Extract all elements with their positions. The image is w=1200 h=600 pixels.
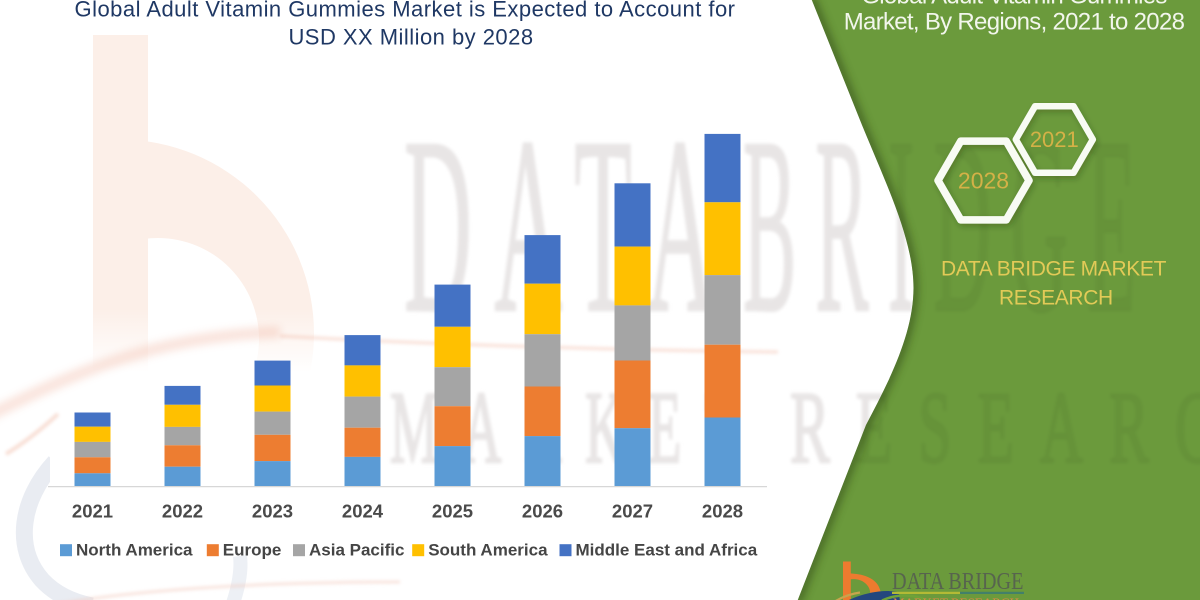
svg-text:North America: North America — [76, 541, 193, 560]
svg-text:MARKET RESEARCH: MARKET RESEARCH — [893, 595, 1019, 600]
svg-text:Market, By Regions, 2021 to 20: Market, By Regions, 2021 to 2028 — [844, 8, 1185, 35]
svg-text:2021: 2021 — [72, 501, 113, 522]
svg-text:2024: 2024 — [342, 501, 384, 522]
svg-text:USD XX Million by 2028: USD XX Million by 2028 — [288, 25, 533, 50]
svg-text:Global Adult Vitamin Gummies M: Global Adult Vitamin Gummies Market is E… — [75, 0, 736, 22]
svg-text:2027: 2027 — [612, 501, 653, 522]
svg-text:Global Adult Vitamin Gummies: Global Adult Vitamin Gummies — [861, 0, 1167, 9]
svg-text:2025: 2025 — [432, 501, 473, 522]
svg-text:Europe: Europe — [223, 541, 282, 560]
svg-text:2026: 2026 — [522, 501, 563, 522]
svg-text:South America: South America — [428, 541, 548, 560]
svg-text:DATA BRIDGE: DATA BRIDGE — [892, 569, 1024, 595]
svg-text:Asia Pacific: Asia Pacific — [309, 541, 404, 560]
svg-text:2021: 2021 — [1030, 127, 1079, 152]
svg-text:2028: 2028 — [702, 501, 743, 522]
svg-text:Middle East and Africa: Middle East and Africa — [576, 541, 758, 560]
svg-text:RESEARCH: RESEARCH — [999, 287, 1113, 310]
svg-text:DATA BRIDGE MARKET: DATA BRIDGE MARKET — [941, 257, 1167, 280]
svg-text:2022: 2022 — [162, 501, 203, 522]
svg-text:2023: 2023 — [252, 501, 293, 522]
svg-text:2028: 2028 — [958, 168, 1009, 194]
